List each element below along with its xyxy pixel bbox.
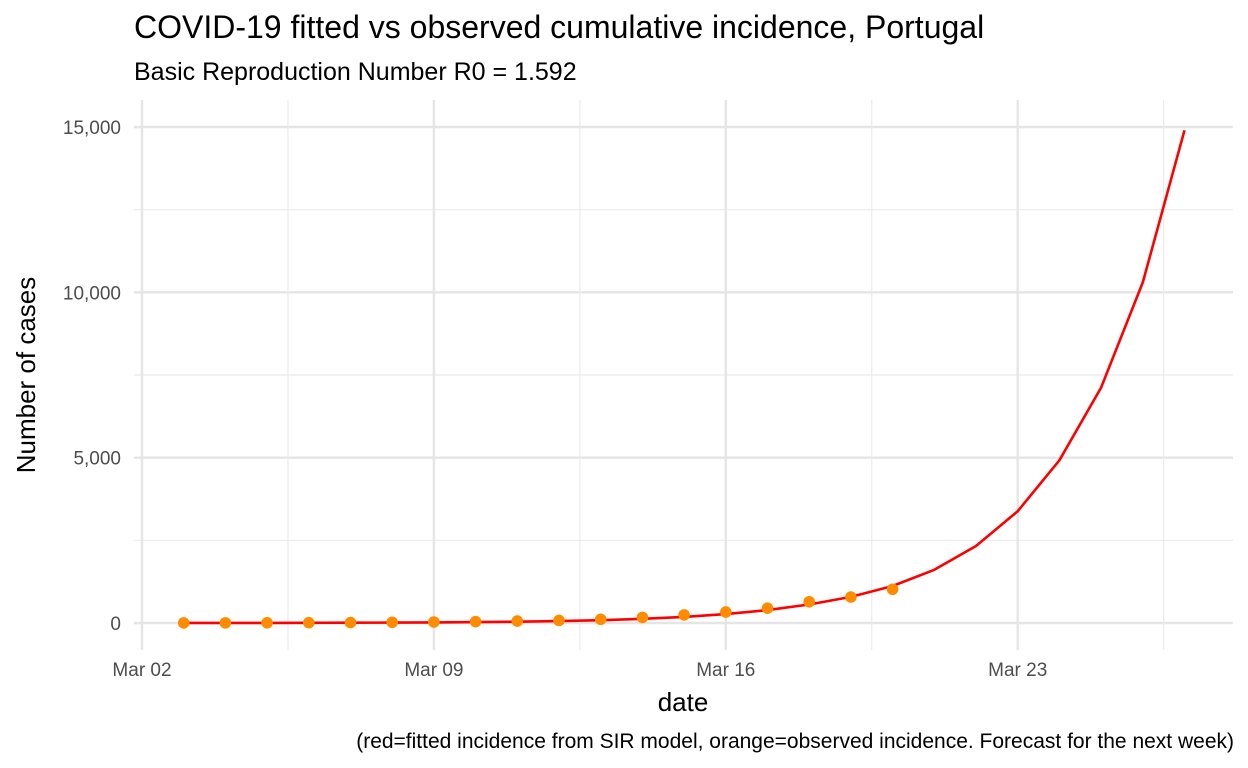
fitted-series-line <box>183 129 1186 625</box>
x-tick-label: Mar 23 <box>988 660 1047 681</box>
y-axis-title: Number of cases <box>11 277 41 474</box>
observed-data-point <box>177 617 190 629</box>
y-tick-label: 5,000 <box>73 449 121 470</box>
observed-data-point <box>386 616 399 629</box>
observed-data-point <box>720 606 732 618</box>
chart-subtitle: Basic Reproduction Number R0 = 1.592 <box>134 58 577 86</box>
observed-data-point <box>261 617 273 629</box>
grid-layer <box>134 100 1233 650</box>
x-tick-label: Mar 16 <box>696 660 755 681</box>
observed-data-point <box>511 615 524 627</box>
y-tick-label: 0 <box>110 614 121 635</box>
observed-data-point <box>803 595 815 608</box>
y-tick-label: 10,000 <box>63 283 121 304</box>
observed-data-point <box>344 616 357 629</box>
observed-data-point <box>886 583 899 596</box>
chart-title: COVID-19 fitted vs observed cumulative i… <box>134 9 985 45</box>
observed-data-point <box>219 617 232 629</box>
x-axis-title: date <box>658 687 709 717</box>
observed-data-point <box>845 591 857 603</box>
observed-data-point <box>636 611 649 624</box>
x-tick-label: Mar 02 <box>112 660 171 681</box>
observed-data-point <box>678 609 690 621</box>
observed-data-point <box>428 616 440 628</box>
observed-data-point <box>469 615 482 628</box>
observed-data-point <box>761 602 774 614</box>
x-tick-label: Mar 09 <box>404 660 463 681</box>
series-layer <box>177 129 1186 629</box>
observed-data-point <box>303 616 315 629</box>
observed-data-point <box>553 614 565 627</box>
observed-data-point <box>594 613 607 626</box>
chart-caption: (red=fitted incidence from SIR model, or… <box>356 730 1234 753</box>
tick-label-layer: 0 5,000 10,000 15,000 Mar 02 Mar 09 Mar 16 Mar … <box>63 118 1047 681</box>
y-tick-label: 15,000 <box>63 118 121 139</box>
